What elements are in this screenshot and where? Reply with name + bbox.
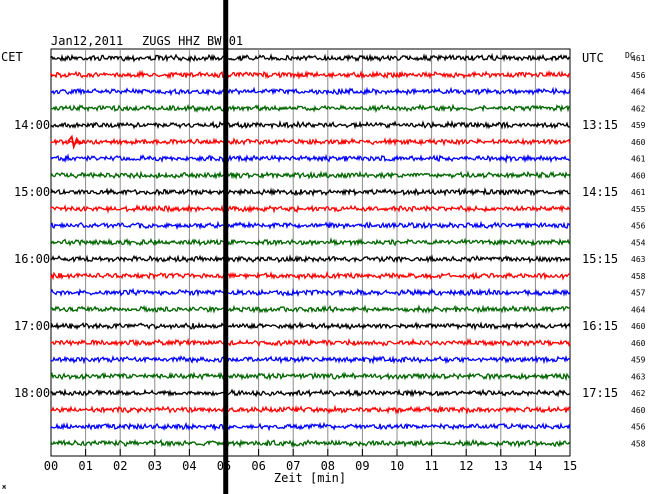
dc-offset-label: 464 bbox=[631, 305, 646, 314]
x-tick-label: 10 bbox=[390, 459, 404, 473]
x-axis-label: Zeit [min] bbox=[274, 471, 346, 485]
dc-offset-label: 462 bbox=[631, 104, 646, 113]
header-dc-label: DC bbox=[625, 51, 635, 60]
dc-offset-labels: 461 456 464 462 459 460 461 460 461 455 456 454 463 4… bbox=[631, 54, 646, 448]
event-spike bbox=[67, 134, 85, 151]
trace-line bbox=[50, 237, 571, 247]
trace-line bbox=[50, 371, 571, 382]
dc-offset-label: 460 bbox=[631, 406, 646, 415]
dc-offset-label: 464 bbox=[631, 88, 646, 97]
trace-line bbox=[50, 153, 571, 164]
trace-line bbox=[50, 254, 571, 264]
left-time-labels: 14:00 15:00 16:00 17:00 18:00 bbox=[14, 118, 50, 400]
marker-layer bbox=[223, 0, 229, 494]
left-time-label: 18:00 bbox=[14, 386, 50, 400]
dc-offset-label: 459 bbox=[631, 121, 646, 130]
x-axis-ticks: 00010203040506070809101112131415 bbox=[44, 449, 577, 473]
event-layer bbox=[67, 134, 85, 151]
x-tick-label: 02 bbox=[113, 459, 127, 473]
trace-line bbox=[50, 404, 571, 415]
dc-offset-label: 456 bbox=[631, 222, 646, 231]
header-date: Jan12,2011 bbox=[51, 34, 123, 48]
x-tick-label: 08 bbox=[321, 459, 335, 473]
trace-line bbox=[50, 103, 571, 114]
right-time-label: UTC bbox=[582, 51, 604, 65]
trace-line bbox=[50, 354, 571, 365]
dc-offset-label: 456 bbox=[631, 71, 646, 80]
footer-mark: ж bbox=[2, 483, 7, 491]
trace-line bbox=[50, 304, 571, 314]
right-time-label: 14:15 bbox=[582, 185, 618, 199]
trace-line bbox=[50, 388, 571, 398]
trace-line bbox=[50, 119, 571, 130]
dc-offset-label: 458 bbox=[631, 272, 646, 281]
x-tick-label: 00 bbox=[44, 459, 58, 473]
plot-frame bbox=[50, 48, 571, 457]
dc-offset-label: 460 bbox=[631, 322, 646, 331]
x-tick-label: 04 bbox=[182, 459, 196, 473]
dc-offset-label: 454 bbox=[631, 238, 646, 247]
left-time-label: 16:00 bbox=[14, 252, 50, 266]
right-time-label: 15:15 bbox=[582, 252, 618, 266]
right-time-label: 16:15 bbox=[582, 319, 618, 333]
trace-line bbox=[50, 52, 571, 64]
x-tick-label: 06 bbox=[251, 459, 265, 473]
dc-offset-label: 463 bbox=[631, 255, 646, 264]
dc-offset-label: 457 bbox=[631, 289, 646, 298]
dc-offset-label: 455 bbox=[631, 205, 646, 214]
x-tick-label: 01 bbox=[78, 459, 92, 473]
dc-offset-label: 460 bbox=[631, 138, 646, 147]
current-time-marker bbox=[223, 0, 229, 494]
plot-frame-group bbox=[50, 48, 571, 457]
dc-offset-label: 460 bbox=[631, 171, 646, 180]
x-tick-label: 13 bbox=[494, 459, 508, 473]
trace-line bbox=[50, 270, 571, 281]
dc-offset-label: 459 bbox=[631, 356, 646, 365]
trace-line bbox=[50, 287, 571, 298]
trace-line bbox=[50, 321, 571, 332]
x-tick-label: 09 bbox=[355, 459, 369, 473]
dc-offset-label: 463 bbox=[631, 372, 646, 381]
traces bbox=[50, 52, 571, 449]
dc-offset-label: 462 bbox=[631, 389, 646, 398]
left-time-label: 15:00 bbox=[14, 185, 50, 199]
left-time-label: 17:00 bbox=[14, 319, 50, 333]
trace-line bbox=[50, 337, 571, 348]
x-tick-label: 03 bbox=[148, 459, 162, 473]
x-tick-label: 15 bbox=[563, 459, 577, 473]
right-time-labels: UTC 13:15 14:15 15:15 16:15 17:15 bbox=[582, 51, 618, 400]
trace-line bbox=[50, 170, 571, 180]
x-tick-label: 11 bbox=[424, 459, 438, 473]
x-tick-label: 07 bbox=[286, 459, 300, 473]
trace-line bbox=[50, 136, 571, 147]
dc-offset-label: 461 bbox=[631, 54, 646, 63]
left-time-label: 14:00 bbox=[14, 118, 50, 132]
trace-line bbox=[50, 86, 571, 97]
dc-offset-label: 461 bbox=[631, 155, 646, 164]
dc-offset-label: 456 bbox=[631, 423, 646, 432]
header-left-zone: CET bbox=[1, 50, 23, 64]
dc-offset-label: 458 bbox=[631, 439, 646, 448]
header-station: ZUGS HHZ BW 01 bbox=[142, 34, 243, 48]
x-tick-label: 12 bbox=[459, 459, 473, 473]
dc-offset-label: 460 bbox=[631, 339, 646, 348]
trace-line bbox=[50, 220, 571, 231]
trace-line bbox=[50, 186, 571, 198]
right-time-label: 17:15 bbox=[582, 386, 618, 400]
trace-line bbox=[50, 421, 571, 432]
dc-offset-label: 461 bbox=[631, 188, 646, 197]
trace-line bbox=[50, 438, 571, 449]
x-tick-label: 14 bbox=[528, 459, 542, 473]
right-time-label: 13:15 bbox=[582, 118, 618, 132]
trace-line bbox=[50, 69, 571, 80]
trace-line bbox=[50, 203, 571, 214]
